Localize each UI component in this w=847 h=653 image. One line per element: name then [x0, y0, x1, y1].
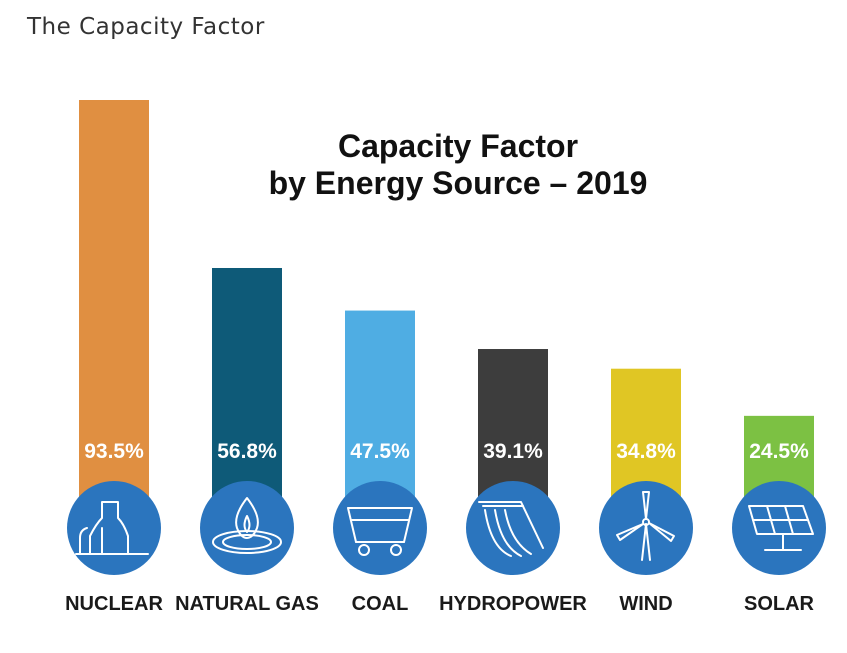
coal-cart-icon [347, 507, 413, 556]
value-label: 34.8% [616, 440, 676, 463]
icons-layer: NUCLEAR NATURAL GAS COAL HYDROPOWER WIND SOLA… [65, 481, 826, 615]
gas-flame-icon [212, 497, 282, 554]
value-label: 56.8% [217, 440, 277, 463]
chart-title-line-1: Capacity Factor [338, 128, 578, 164]
value-label: 93.5% [84, 440, 144, 463]
dam-icon [478, 501, 544, 557]
category-label: WIND [619, 593, 672, 615]
value-label: 47.5% [350, 440, 410, 463]
icon-circle [200, 481, 294, 575]
page-heading: The Capacity Factor [27, 14, 265, 40]
icon-circle [732, 481, 826, 575]
nuclear-plant-icon [75, 501, 149, 555]
wind-turbine-icon [616, 491, 675, 561]
category-label: COAL [352, 593, 409, 615]
category-label: NATURAL GAS [175, 593, 319, 615]
category-label: HYDROPOWER [439, 593, 587, 615]
icon-circle [333, 481, 427, 575]
solar-panel-icon [748, 505, 814, 551]
value-label: 24.5% [749, 440, 809, 463]
category-label: SOLAR [744, 593, 815, 615]
bar-nuclear [79, 100, 149, 528]
value-label: 39.1% [483, 440, 543, 463]
category-label: NUCLEAR [65, 593, 163, 615]
chart-title-line-2: by Energy Source – 2019 [269, 165, 648, 201]
icon-circle [67, 481, 161, 575]
icon-circle [466, 481, 560, 575]
